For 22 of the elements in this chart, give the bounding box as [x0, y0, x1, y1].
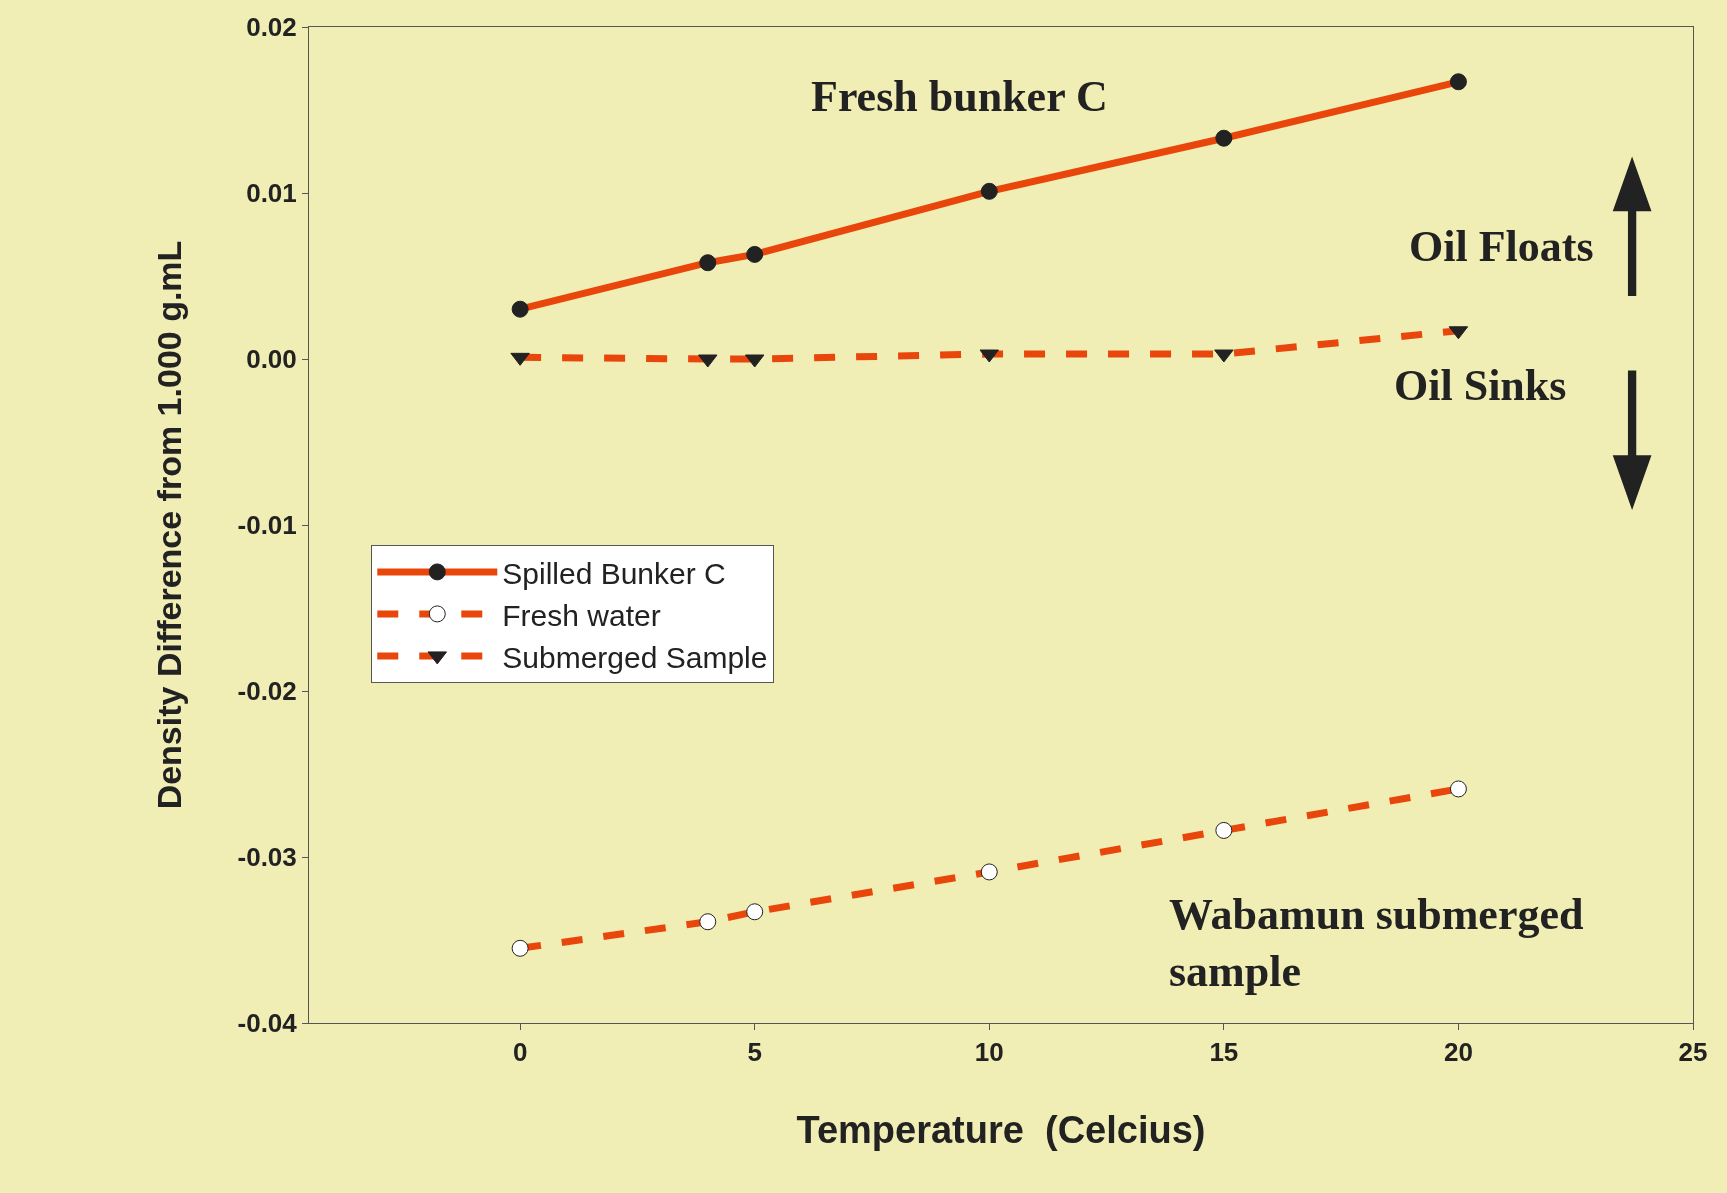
- y-tick-label: 0.01: [246, 178, 297, 209]
- x-tick-label: 20: [1443, 1037, 1473, 1068]
- y-tick-label: -0.01: [237, 510, 297, 541]
- y-tick-label: -0.03: [237, 842, 297, 873]
- y-tick-label: 0.00: [246, 344, 297, 375]
- y-tick-label: 0.02: [246, 12, 297, 43]
- legend-label: Submerged Sample: [502, 640, 768, 674]
- x-tick-label: 10: [974, 1037, 1004, 1068]
- y-tick-label: -0.02: [237, 676, 297, 707]
- x-axis-title: Temperature (Celcius): [796, 1109, 1206, 1152]
- x-tick-label: 15: [1209, 1037, 1239, 1068]
- x-tick-label: 0: [512, 1037, 528, 1068]
- y-axis-title: Density Difference from 1.000 g.mL: [150, 240, 189, 810]
- x-tick-label: 5: [747, 1037, 762, 1068]
- x-tick-label: 25: [1678, 1037, 1708, 1068]
- annotation: Wabamun submerged sample: [1169, 890, 1584, 997]
- legend-label: Fresh water: [502, 598, 661, 632]
- annotation: Fresh bunker C: [811, 72, 1108, 121]
- y-tick-label: -0.04: [237, 1008, 298, 1039]
- legend-label: Spilled Bunker C: [502, 556, 726, 590]
- annotation: Oil Floats: [1409, 222, 1594, 271]
- annotation: Oil Sinks: [1394, 361, 1567, 410]
